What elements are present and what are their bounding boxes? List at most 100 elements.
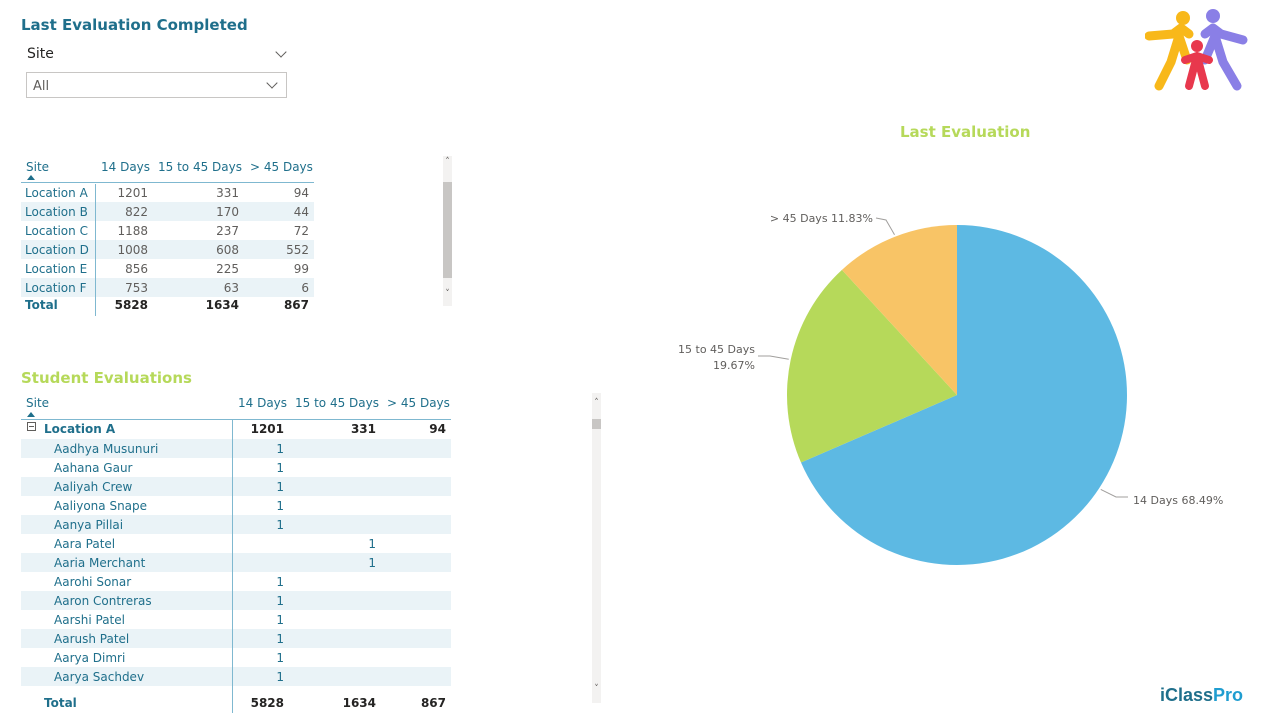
cell-14-days: 1188 [117,224,148,238]
pie-slice[interactable] [841,225,957,395]
student-name-cell: Aanya Pillai [54,518,124,532]
cell-15-45-days: 608 [216,243,239,257]
student-name-cell: Aaron Contreras [54,594,152,608]
student-header-row: Site 14 Days 15 to 45 Days > 45 Days [21,393,451,420]
summary-scrollbar[interactable]: ˄ ˅ [443,156,452,306]
scroll-down-icon[interactable]: ˅ [445,289,450,299]
col-header-45-plus-days[interactable]: > 45 Days [387,396,450,410]
table-row[interactable]: Location B 822 170 44 [21,202,314,221]
student-scrollbar[interactable]: ˄ ˅ [592,393,601,703]
cell-14-days: 1 [276,461,284,475]
summary-header-row: Site 14 Days 15 to 45 Days > 45 Days [21,156,314,183]
cell-45-plus-days: 72 [293,224,309,238]
table-row[interactable]: Aahana Gaur 1 [21,458,451,477]
site-cell: Location B [25,205,88,219]
table-row[interactable]: Aara Patel 1 [21,534,451,553]
label-leader-line [1100,488,1128,498]
cell-15-45-days: 1 [368,537,376,551]
table-row[interactable]: Aaliyah Crew 1 [21,477,451,496]
label-leader-line [875,217,895,235]
total-45-plus-days: 867 [420,696,446,710]
group-row-location-a[interactable]: Location A 1201 331 94 [21,420,451,439]
table-row[interactable]: Aarush Patel 1 [21,629,451,648]
group-15-45-days: 331 [350,422,376,436]
table-row[interactable]: Aarya Dimri 1 [21,648,451,667]
chevron-down-icon[interactable] [275,46,287,58]
cell-14-days: 1 [276,651,284,665]
table-row[interactable]: Aaliyona Snape 1 [21,496,451,515]
cell-14-days: 1 [276,518,284,532]
sort-ascending-icon [27,175,35,180]
table-row[interactable]: Aaron Contreras 1 [21,591,451,610]
group-45-plus-days: 94 [429,422,446,436]
cell-45-plus-days: 94 [293,186,309,200]
table-row[interactable]: Aarshi Patel 1 [21,610,451,629]
cell-14-days: 1 [276,442,284,456]
table-row[interactable]: Location D 1008 608 552 [21,240,314,259]
total-15-45-days: 1634 [205,298,239,312]
iclasspro-logo: iClassPro [1160,685,1244,705]
col-header-45-plus-days[interactable]: > 45 Days [250,160,313,174]
collapse-icon[interactable] [27,422,36,431]
student-name-cell: Aarya Sachdev [54,670,145,684]
student-name-cell: Aarya Dimri [54,651,126,665]
table-row[interactable]: Aanya Pillai 1 [21,515,451,534]
table-row[interactable]: Aarohi Sonar 1 [21,572,451,591]
table-row[interactable]: Location A 1201 331 94 [21,183,314,202]
total-45-plus-days: 867 [283,298,309,312]
table-row[interactable]: Aadhya Musunuri 1 [21,439,451,458]
cell-15-45-days: 63 [223,281,239,295]
site-cell: Location C [25,224,88,238]
pie-slice[interactable] [800,225,1127,566]
page-title: Last Evaluation Completed [21,16,248,34]
cell-14-days: 753 [125,281,148,295]
cell-14-days: 1 [276,670,284,684]
col-header-site[interactable]: Site [26,160,50,174]
table-row[interactable]: Aaria Merchant 1 [21,553,451,572]
col-header-15-45-days[interactable]: 15 to 45 Days [295,396,379,410]
scrollbar-thumb[interactable] [443,182,452,278]
cell-15-45-days: 1 [368,556,376,570]
group-14-days: 1201 [250,422,284,436]
site-slicer-header[interactable]: Site [27,46,287,66]
cell-45-plus-days: 44 [293,205,309,219]
table-row[interactable]: Location F 753 63 6 [21,278,314,297]
student-name-cell: Aarohi Sonar [54,575,132,589]
col-header-14-days[interactable]: 14 Days [238,396,288,410]
site-slicer-value: All [33,79,50,94]
student-name-cell: Aarush Patel [54,632,130,646]
cell-45-plus-days: 6 [301,281,309,295]
pie-slice[interactable] [787,269,957,463]
sort-ascending-icon [27,412,35,417]
student-name-cell: Aaliyah Crew [54,480,133,494]
total-15-45-days: 1634 [342,696,376,710]
col-header-14-days[interactable]: 14 Days [101,160,151,174]
cell-14-days: 1 [276,613,284,627]
col-header-site[interactable]: Site [26,396,50,410]
cell-14-days: 1 [276,480,284,494]
cell-15-45-days: 237 [216,224,239,238]
student-name-cell: Aaria Merchant [54,556,146,570]
cell-14-days: 1 [276,594,284,608]
student-name-cell: Aara Patel [54,537,116,551]
cell-45-plus-days: 99 [293,262,309,276]
scroll-up-icon[interactable]: ˄ [445,157,450,167]
site-cell: Location D [25,243,89,257]
scroll-down-icon[interactable]: ˅ [594,684,599,694]
table-row[interactable]: Location E 856 225 99 [21,259,314,278]
cell-45-plus-days: 552 [286,243,309,257]
total-14-days: 5828 [114,298,148,312]
total-label: Total [25,298,58,312]
col-header-15-45-days[interactable]: 15 to 45 Days [158,160,242,174]
table-row[interactable]: Location C 1188 237 72 [21,221,314,240]
table-row[interactable]: Aarya Sachdev 1 [21,667,451,686]
summary-total-row: Total 5828 1634 867 [21,297,314,315]
chevron-down-icon [266,77,278,89]
summary-matrix: Site 14 Days 15 to 45 Days > 45 Days Loc… [21,156,314,316]
site-slicer-dropdown[interactable]: All [26,72,287,98]
scroll-up-icon[interactable]: ˄ [594,398,599,408]
cell-15-45-days: 331 [216,186,239,200]
cell-14-days: 1 [276,632,284,646]
scrollbar-thumb[interactable] [592,419,601,429]
total-14-days: 5828 [250,696,284,710]
